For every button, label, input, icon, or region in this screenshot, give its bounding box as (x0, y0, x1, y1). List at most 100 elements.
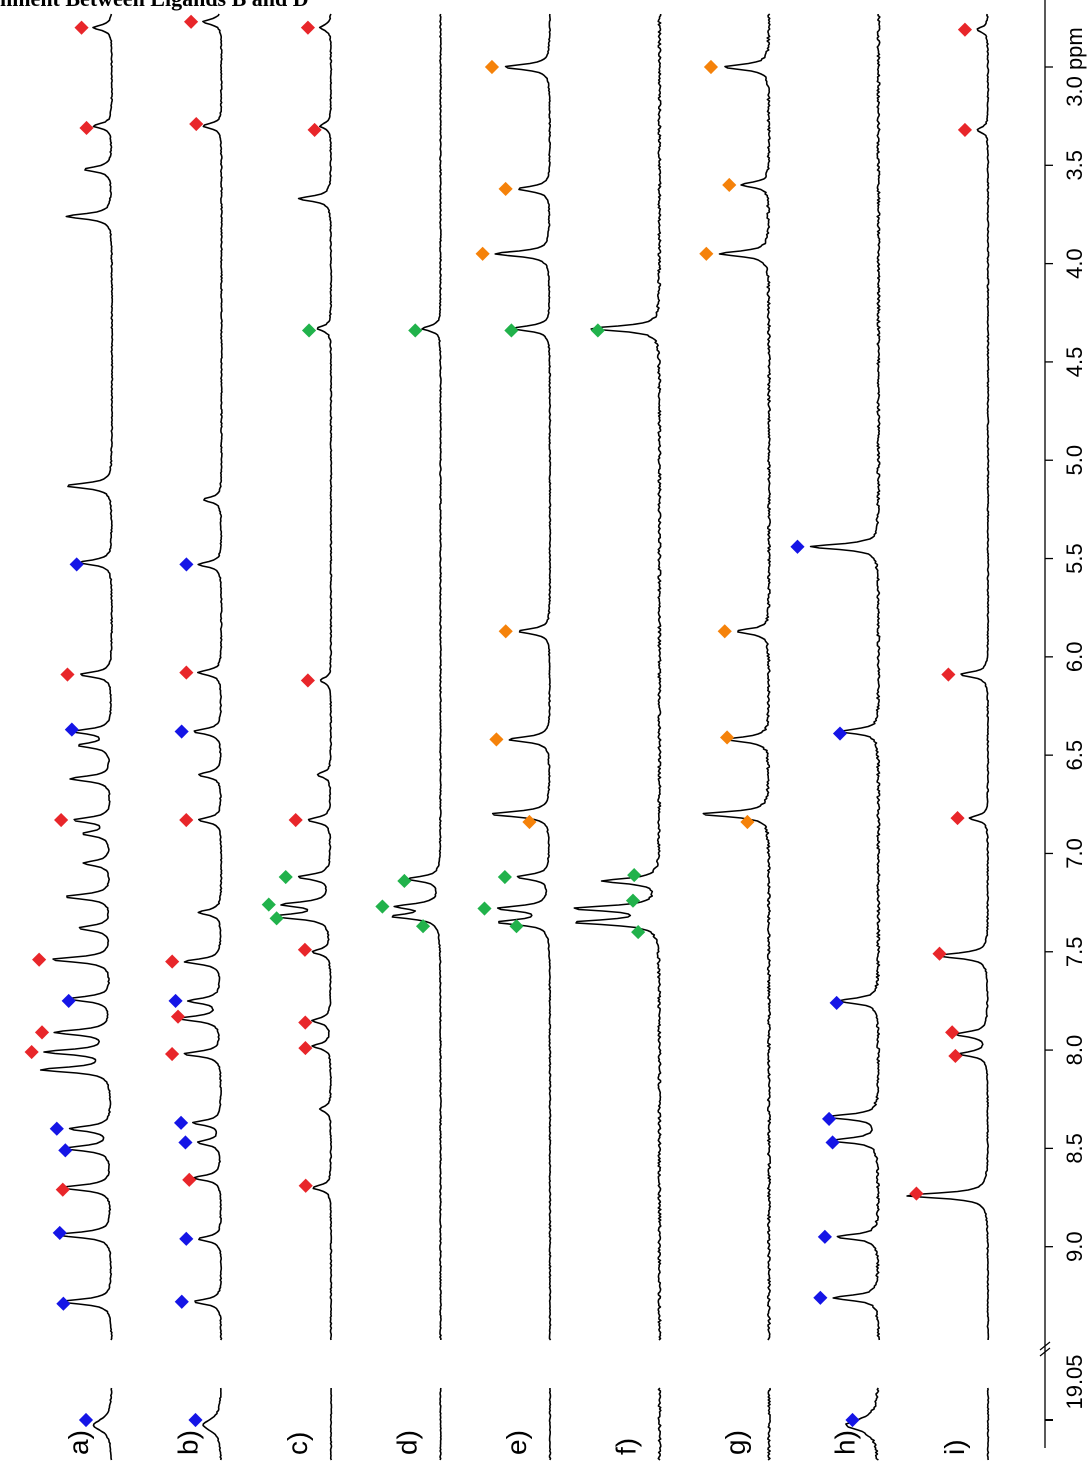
peak-marker-red (189, 116, 204, 132)
peak-marker-orange (722, 177, 737, 193)
peak-marker-orange (498, 181, 513, 196)
peak-marker-green (278, 869, 293, 885)
peak-marker-blue (845, 1412, 860, 1428)
peak-marker-blue (178, 1135, 193, 1150)
peak-marker-green (408, 323, 423, 338)
spectrum-label: b) (173, 1430, 204, 1455)
peak-marker-blue (174, 724, 189, 739)
peak-marker-blue (174, 1294, 189, 1309)
spectrum-trace-a (39, 13, 114, 1341)
spectrum-label: h) (830, 1430, 861, 1455)
peak-marker-orange (522, 814, 537, 830)
axis-tick-label: 9.0 (1062, 1231, 1087, 1262)
peak-marker-orange (717, 624, 732, 639)
peak-marker-blue (49, 1121, 64, 1136)
peak-marker-green (375, 899, 390, 914)
axis-tick-label: 7.5 (1062, 936, 1087, 967)
spectrum-trace-tail (202, 1387, 222, 1461)
peak-markers (24, 14, 973, 1428)
peak-marker-red (298, 1015, 313, 1030)
spectrum-trace-f (573, 13, 662, 1341)
peak-marker-red (34, 1025, 50, 1040)
spectrum-trace-tail (845, 1387, 880, 1461)
peak-marker-blue (69, 557, 84, 572)
axis-break-label: 19.05 (1062, 1354, 1087, 1409)
spectrum-trace-tail (767, 1387, 771, 1461)
peak-marker-blue (168, 993, 183, 1008)
peak-marker-red (165, 954, 180, 969)
spectrum-trace-b (178, 13, 223, 1341)
spectrum-label: e) (501, 1430, 532, 1455)
peak-marker-red (932, 946, 947, 961)
spectrum-trace-tail (92, 1387, 113, 1461)
peak-marker-orange (498, 624, 513, 639)
spectrum-trace-tail (657, 1387, 662, 1461)
spectrum-label: i) (939, 1439, 970, 1455)
peak-marker-blue (822, 1111, 837, 1126)
peak-marker-blue (78, 1412, 94, 1428)
spectrum-label: g) (720, 1430, 751, 1455)
peak-marker-blue (58, 1143, 73, 1158)
axis-tick-label: 3.0 ppm (1062, 27, 1087, 107)
axis-tick-label: 7.0 (1062, 838, 1087, 869)
peak-marker-green (631, 925, 646, 940)
peak-marker-blue (817, 1229, 832, 1244)
spectrum-trace-h (809, 14, 881, 1341)
peak-marker-red (184, 14, 199, 29)
peak-marker-red (60, 667, 75, 682)
peak-marker-green (627, 868, 642, 883)
peak-marker-red (297, 942, 312, 957)
axis-tick-label: 6.0 (1062, 642, 1087, 673)
peak-marker-blue (179, 557, 194, 572)
peak-marker-orange (699, 246, 714, 261)
peak-marker-blue (61, 993, 76, 1008)
peak-marker-green (509, 919, 524, 934)
peak-marker-red (948, 1048, 963, 1064)
peak-marker-red (945, 1025, 960, 1040)
peak-marker-red (79, 120, 94, 136)
peak-marker-blue (64, 722, 79, 737)
peak-marker-green (397, 873, 412, 889)
peak-marker-red (32, 952, 47, 967)
peak-marker-blue (173, 1115, 189, 1130)
peak-marker-red (288, 812, 303, 828)
peak-marker-blue (179, 1231, 194, 1246)
spectrum-trace-e (491, 13, 552, 1341)
spectrum-trace-tail (986, 1387, 990, 1461)
axis-tick-label: 4.0 (1062, 248, 1087, 279)
axis-tick-label: 5.0 (1062, 445, 1087, 476)
axis-tick-label: 8.5 (1062, 1133, 1087, 1164)
axis-tick-label: 8.0 (1062, 1035, 1087, 1066)
peak-marker-red (55, 1182, 70, 1197)
peak-marker-green (261, 897, 276, 912)
axis-break (1039, 1341, 1051, 1357)
peak-marker-red (179, 665, 194, 680)
peak-marker-orange (740, 814, 755, 830)
peak-marker-red (950, 810, 965, 826)
spectrum-trace-tail (439, 1387, 442, 1461)
spectrum-trace-i (906, 13, 990, 1341)
ppm-axis: 9.0 8.5 8.0 7.5 7.0 6.5 6.0 5.5 5.0 4.5 4.0 3.5 3.0 … (1039, 0, 1087, 1448)
peak-marker-blue (829, 995, 844, 1010)
peak-marker-green (269, 911, 284, 926)
peak-marker-red (170, 1009, 186, 1024)
spectrum-label: f) (611, 1438, 642, 1455)
peak-marker-green (625, 893, 641, 908)
spectrum-trace-g (702, 13, 772, 1341)
peak-marker-green (415, 919, 431, 934)
peak-marker-green (504, 323, 519, 338)
peak-marker-blue (825, 1135, 840, 1150)
peak-marker-red (957, 122, 973, 137)
spectrum-label: c) (282, 1432, 313, 1455)
peak-marker-green (590, 323, 605, 338)
peak-marker-orange (720, 730, 735, 745)
peak-marker-red (909, 1186, 924, 1201)
peak-marker-green (301, 323, 317, 338)
peak-marker-red (307, 122, 322, 137)
peak-marker-red (298, 1178, 313, 1193)
spectrum-trace-c (274, 13, 333, 1341)
peak-marker-red (165, 1046, 180, 1062)
peak-marker-red (957, 22, 973, 37)
spectrum-trace-tail (329, 1388, 333, 1461)
spectrum-trace-tail (548, 1387, 552, 1461)
